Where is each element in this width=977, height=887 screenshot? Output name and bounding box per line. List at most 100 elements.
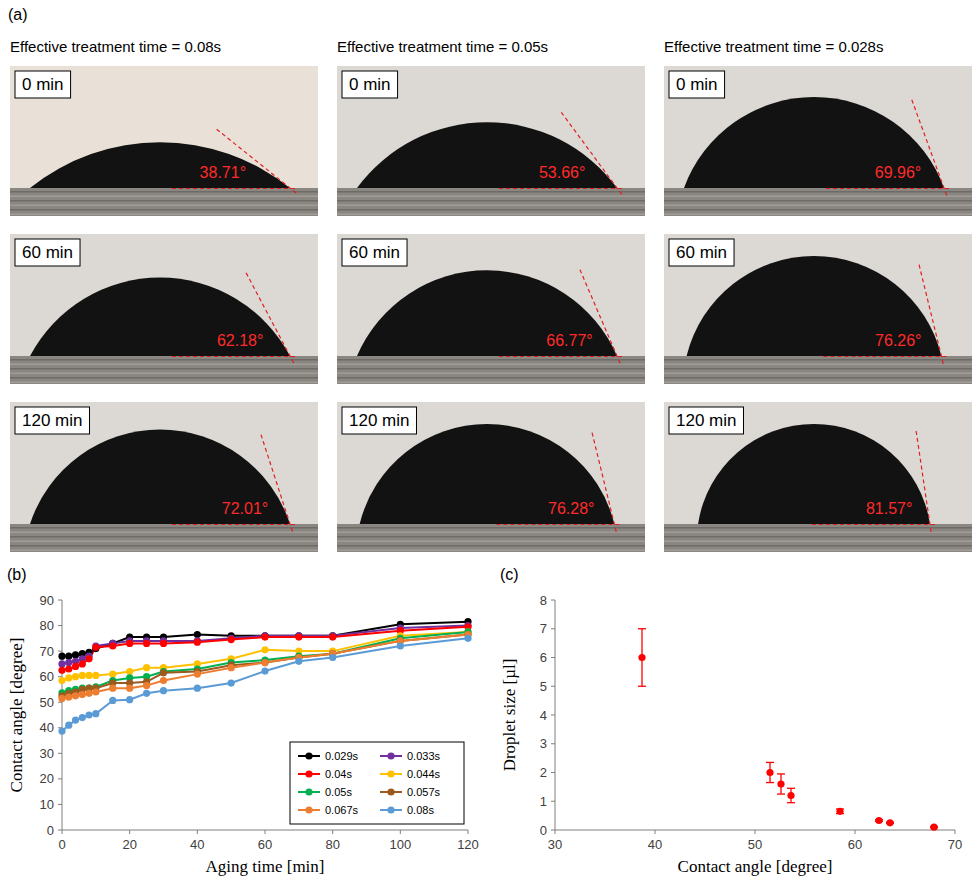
substrate <box>10 356 318 384</box>
substrate <box>337 188 645 216</box>
droplet <box>357 270 617 356</box>
legend-label: 0.05s <box>325 786 352 798</box>
time-box <box>669 239 734 266</box>
y-tick <box>551 600 555 601</box>
substrate-texture <box>337 196 645 198</box>
substrate-texture <box>10 536 318 538</box>
series-marker <box>261 633 268 640</box>
legend-label: 0.08s <box>407 804 434 816</box>
column-title: Effective treatment time = 0.08s <box>10 38 221 55</box>
angle-label: 53.66° <box>539 164 585 181</box>
y-tick-label: 6 <box>540 650 547 665</box>
series-marker <box>65 694 72 701</box>
series-marker <box>126 696 133 703</box>
substrate <box>337 356 645 384</box>
legend-label: 0.057s <box>407 786 441 798</box>
y-tick <box>58 600 62 601</box>
y-tick-label: 20 <box>40 771 54 786</box>
time-label: 120 min <box>349 411 409 430</box>
substrate-texture <box>10 382 318 384</box>
x-tick <box>468 830 469 834</box>
series-marker <box>329 633 336 640</box>
droplet-image <box>10 234 318 384</box>
series-marker <box>58 728 65 735</box>
baseline <box>172 356 296 357</box>
time-label: 120 min <box>22 411 82 430</box>
substrate-texture <box>664 527 972 529</box>
series-marker <box>295 633 302 640</box>
time-box <box>15 407 89 434</box>
substrate-texture <box>664 359 972 361</box>
droplet-image <box>337 402 645 552</box>
series-marker <box>65 722 72 729</box>
series-marker <box>85 711 92 718</box>
substrate-texture <box>337 200 645 202</box>
plot-area <box>638 629 938 831</box>
error-cap <box>766 762 774 763</box>
x-tick <box>265 830 266 834</box>
series-marker <box>79 714 86 721</box>
series-marker <box>109 685 116 692</box>
y-tick-label: 90 <box>40 593 54 608</box>
error-cap <box>766 782 774 783</box>
y-axis <box>62 600 63 830</box>
substrate-texture <box>10 196 318 198</box>
substrate <box>664 356 972 384</box>
substrate-texture <box>337 205 645 207</box>
tangent-line <box>592 432 616 532</box>
tangent-line <box>561 111 622 194</box>
error-cap <box>787 802 795 803</box>
substrate-texture <box>337 527 645 529</box>
series-marker <box>143 682 150 689</box>
substrate-texture <box>337 359 645 361</box>
x-tick <box>655 830 656 834</box>
y-tick-label: 30 <box>40 746 54 761</box>
series-marker <box>194 671 201 678</box>
y-tick <box>551 801 555 802</box>
image-background <box>337 234 645 384</box>
scatter-point <box>766 769 773 776</box>
x-tick <box>400 830 401 834</box>
error-cap <box>787 788 795 789</box>
series-marker <box>65 653 72 660</box>
series-marker <box>85 655 92 662</box>
series-marker <box>72 717 79 724</box>
substrate-texture <box>10 527 318 529</box>
error-cap <box>638 628 646 629</box>
time-box <box>15 71 71 98</box>
series-line <box>62 635 468 699</box>
x-tick-label: 20 <box>122 837 136 852</box>
baseline <box>499 188 623 189</box>
y-tick <box>551 743 555 744</box>
series-marker <box>160 687 167 694</box>
y-axis-title: Contact angle [degree] <box>7 638 26 793</box>
y-tick-label: 0 <box>540 823 547 838</box>
x-tick <box>555 830 556 834</box>
substrate-texture <box>337 541 645 543</box>
series-marker <box>194 685 201 692</box>
y-tick <box>58 753 62 754</box>
time-box <box>342 239 407 266</box>
series-marker <box>228 664 235 671</box>
image-background <box>10 402 318 552</box>
substrate-texture <box>337 373 645 375</box>
x-tick-label: 40 <box>190 837 204 852</box>
series-marker <box>58 667 65 674</box>
substrate-texture <box>664 532 972 534</box>
scatter-point <box>836 808 843 815</box>
series-marker <box>329 654 336 661</box>
series-line <box>62 627 468 670</box>
series-marker <box>85 672 92 679</box>
legend-marker <box>305 752 312 759</box>
y-tick <box>551 715 555 716</box>
substrate-texture <box>10 359 318 361</box>
substrate-texture <box>337 214 645 216</box>
substrate-texture <box>664 545 972 547</box>
x-tick <box>197 830 198 834</box>
time-box <box>669 407 743 434</box>
substrate-texture <box>664 364 972 366</box>
image-background <box>337 66 645 216</box>
x-tick <box>332 830 333 834</box>
substrate-texture <box>664 196 972 198</box>
figure: (a)Effective treatment time = 0.08s38.71… <box>0 0 977 887</box>
